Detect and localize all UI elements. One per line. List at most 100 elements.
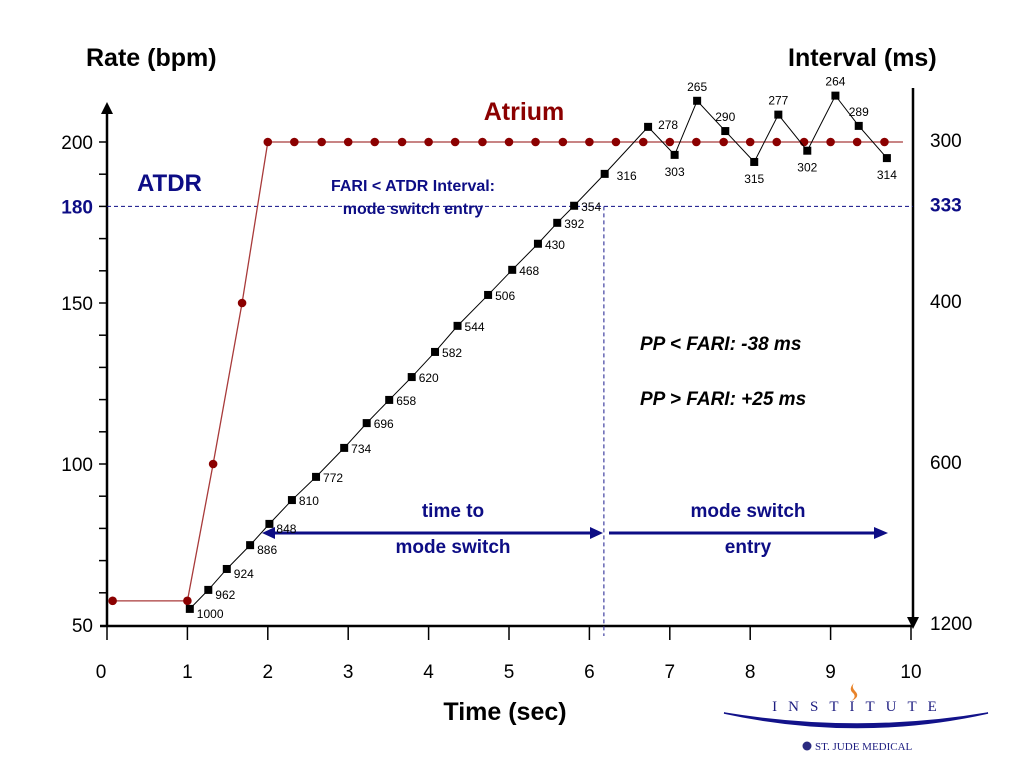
- fari-point-label: 886: [257, 543, 277, 557]
- axis-ticks: [99, 141, 912, 640]
- y-right-tick-label: 1200: [930, 614, 972, 635]
- atrium-point: [585, 137, 594, 147]
- institute-text: INSTITUTE: [772, 699, 948, 715]
- left-axis-title: Rate (bpm): [86, 44, 217, 72]
- fari-point: [222, 564, 231, 573]
- fari-point: [803, 146, 812, 155]
- fari-point: [204, 585, 213, 594]
- atrium-point: [558, 137, 568, 147]
- entry-label-1: mode switch: [690, 501, 805, 522]
- fari-point: [407, 373, 416, 382]
- fari-point-label: 506: [495, 289, 515, 303]
- fari-point-label: 582: [442, 346, 462, 360]
- flame-icon: [850, 683, 858, 701]
- x-tick-label: 4: [423, 662, 434, 683]
- atrium-point: [719, 137, 728, 147]
- fari-point: [385, 395, 394, 404]
- y-right-tick-label: 400: [930, 292, 962, 313]
- fari-point: [553, 218, 562, 227]
- fari-annotation-1: FARI < ATDR Interval:: [331, 178, 495, 195]
- right-axis-arrow-icon: [907, 617, 919, 629]
- fari-point-label: 430: [545, 238, 565, 252]
- logo-swoosh: [723, 712, 989, 729]
- fari-point-label: 315: [744, 172, 764, 186]
- fari-point: [570, 201, 579, 210]
- st-jude-seal-icon: [802, 741, 812, 751]
- fari-point-label: 354: [581, 200, 601, 214]
- arrow-left-icon: [262, 527, 275, 539]
- atrium-point: [692, 137, 701, 147]
- fari-point: [453, 321, 462, 330]
- atrium-point: [772, 137, 782, 147]
- atrium-point: [343, 137, 353, 147]
- fari-point: [831, 91, 840, 100]
- fari-point-label: 289: [849, 105, 869, 119]
- atrium-point: [880, 137, 889, 147]
- atrium-point: [611, 137, 621, 147]
- series-layer: 1000962924886848810772734696658620582544…: [108, 75, 903, 621]
- atrium-point: [237, 298, 247, 308]
- fari-point: [246, 541, 255, 550]
- fari-point: [693, 96, 702, 105]
- fari-point: [265, 519, 274, 528]
- fari-point-label: 302: [797, 161, 817, 175]
- fari-point: [600, 169, 609, 178]
- fari-annotation-2: mode switch entry: [343, 201, 484, 218]
- fari-point: [287, 496, 296, 505]
- x-tick-label: 1: [182, 662, 193, 683]
- institute-logo: INSTITUTE ST. JUDE MEDICAL: [723, 683, 989, 753]
- company-text: ST. JUDE MEDICAL: [815, 741, 913, 753]
- left-axis-arrow-icon: [101, 102, 113, 114]
- atrium-point: [370, 137, 380, 147]
- y-right-tick-label: 333: [930, 195, 962, 216]
- atrium-point: [665, 137, 675, 147]
- x-tick-label: 2: [263, 662, 274, 683]
- x-tick-label: 0: [96, 662, 107, 683]
- x-tick-label: 6: [584, 662, 595, 683]
- y-left-tick-label: 200: [61, 133, 93, 154]
- atrium-point: [263, 137, 273, 147]
- atrium-point: [183, 596, 192, 606]
- fari-point: [533, 239, 542, 248]
- fari-point-label: 962: [215, 588, 235, 602]
- fari-point: [340, 443, 349, 452]
- atrium-point: [397, 137, 407, 147]
- pp-less-annotation: PP < FARI: -38 ms: [640, 334, 801, 355]
- pp-greater-annotation: PP > FARI: +25 ms: [640, 389, 806, 410]
- atrium-point: [826, 137, 835, 147]
- fari-point-label: 314: [877, 168, 897, 182]
- fari-point: [484, 290, 493, 299]
- fari-point-label: 277: [768, 94, 788, 108]
- atrium-point: [424, 137, 433, 147]
- fari-point: [362, 419, 371, 428]
- fari-point-label: 734: [351, 442, 371, 456]
- fari-point-label: 848: [276, 522, 296, 536]
- atrium-point: [317, 137, 326, 147]
- y-right-tick-label: 600: [930, 453, 962, 474]
- fari-point-label: 278: [658, 118, 678, 132]
- fari-point: [750, 157, 759, 166]
- fari-point: [508, 265, 517, 274]
- fari-point: [670, 150, 679, 159]
- y-left-tick-label: 180: [61, 197, 93, 218]
- x-tick-label: 8: [745, 662, 756, 683]
- fari-point-label: 264: [825, 75, 845, 89]
- fari-point-label: 772: [323, 471, 343, 485]
- fari-point: [854, 121, 863, 130]
- x-axis-title: Time (sec): [443, 698, 566, 726]
- atrium-point: [638, 137, 648, 147]
- fari-point: [882, 154, 891, 163]
- atrium-point: [108, 596, 117, 606]
- fari-point-label: 696: [374, 417, 394, 431]
- fari-point-label: 1000: [197, 607, 224, 621]
- y-left-tick-label: 150: [61, 294, 93, 315]
- x-tick-label: 9: [825, 662, 836, 683]
- atrium-point: [208, 459, 218, 469]
- arrow-right-icon: [590, 527, 603, 539]
- time-to-label-2: mode switch: [395, 537, 510, 558]
- fari-point: [185, 604, 194, 613]
- fari-point-label: 544: [465, 320, 485, 334]
- atrium-point: [478, 137, 487, 147]
- fari-point-label: 658: [396, 394, 416, 408]
- atrium-point: [290, 137, 299, 147]
